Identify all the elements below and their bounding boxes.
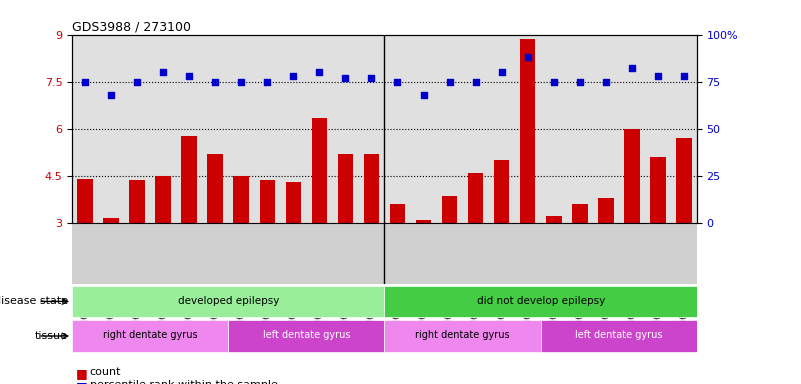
Bar — [676, 138, 692, 223]
Bar — [155, 176, 171, 223]
Point — [105, 92, 118, 98]
Point — [209, 79, 222, 85]
Bar — [541, 320, 697, 352]
Text: disease state: disease state — [0, 296, 68, 306]
Bar — [72, 286, 384, 317]
Bar — [103, 218, 119, 223]
Point — [651, 73, 664, 79]
Point — [599, 79, 612, 85]
Bar — [384, 320, 541, 352]
Bar — [650, 157, 666, 223]
Point — [131, 79, 143, 85]
Point — [391, 79, 404, 85]
Bar — [72, 320, 228, 352]
Bar — [130, 180, 145, 223]
Text: right dentate gyrus: right dentate gyrus — [103, 330, 198, 340]
Text: did not develop epilepsy: did not develop epilepsy — [477, 296, 605, 306]
Point — [521, 54, 534, 60]
Point — [313, 69, 326, 75]
Bar — [260, 180, 276, 223]
Point — [443, 79, 456, 85]
Point — [495, 69, 508, 75]
Bar — [468, 172, 483, 223]
Text: right dentate gyrus: right dentate gyrus — [415, 330, 510, 340]
Point — [287, 73, 300, 79]
Bar — [338, 154, 353, 223]
Bar — [312, 118, 328, 223]
Bar — [572, 204, 588, 223]
Text: left dentate gyrus: left dentate gyrus — [263, 330, 350, 340]
Bar — [181, 136, 197, 223]
Bar — [416, 220, 431, 223]
Text: GDS3988 / 273100: GDS3988 / 273100 — [72, 20, 191, 33]
Bar — [624, 129, 640, 223]
Text: ■: ■ — [76, 380, 88, 384]
Text: ■: ■ — [76, 367, 88, 380]
Point — [626, 65, 638, 71]
Bar — [228, 320, 384, 352]
Point — [547, 79, 560, 85]
Bar — [384, 286, 697, 317]
Point — [417, 92, 430, 98]
Point — [157, 69, 170, 75]
Bar — [546, 217, 562, 223]
Bar — [234, 176, 249, 223]
Point — [365, 75, 378, 81]
Point — [678, 73, 690, 79]
Bar — [364, 154, 380, 223]
Point — [339, 75, 352, 81]
Bar — [493, 160, 509, 223]
Point — [183, 73, 195, 79]
Point — [261, 79, 274, 85]
Bar — [520, 39, 535, 223]
Text: percentile rank within the sample: percentile rank within the sample — [90, 380, 278, 384]
Bar — [285, 182, 301, 223]
Text: count: count — [90, 367, 121, 377]
Point — [235, 79, 248, 85]
Bar — [207, 154, 223, 223]
Point — [78, 79, 91, 85]
Bar — [389, 204, 405, 223]
Bar — [78, 179, 93, 223]
Point — [574, 79, 586, 85]
Point — [469, 79, 482, 85]
Bar — [442, 196, 457, 223]
Text: left dentate gyrus: left dentate gyrus — [575, 330, 662, 340]
Text: developed epilepsy: developed epilepsy — [178, 296, 279, 306]
Bar — [598, 198, 614, 223]
Text: tissue: tissue — [35, 331, 68, 341]
